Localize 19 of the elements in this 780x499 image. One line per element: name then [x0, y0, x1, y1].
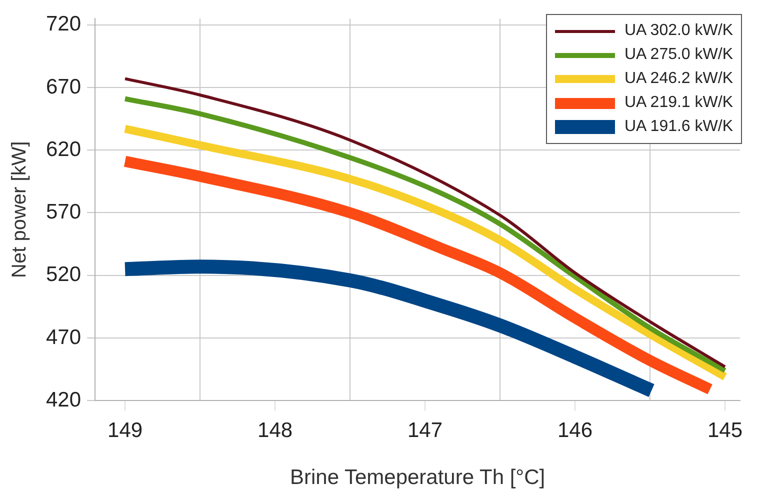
y-tick-label: 670 — [46, 75, 82, 98]
legend-label: UA 275.0 kW/K — [624, 46, 733, 64]
x-tick-label: 147 — [407, 418, 443, 442]
y-tick-label: 420 — [46, 388, 82, 412]
x-tick-label: 146 — [557, 418, 593, 442]
y-tick-label: 720 — [46, 12, 82, 36]
y-tick-label: 570 — [46, 200, 82, 224]
x-tick-label: 145 — [707, 418, 743, 442]
y-tick-label: 520 — [46, 263, 82, 286]
x-tick-label: 149 — [108, 418, 143, 442]
legend-label: UA 246.2 kW/K — [624, 70, 733, 88]
legend-label: UA 219.1 kW/K — [624, 94, 733, 112]
y-tick-label: 620 — [46, 138, 82, 161]
y-tick-label: 470 — [46, 326, 82, 349]
x-tick-label: 148 — [258, 418, 293, 442]
legend-label: UA 191.6 kW/K — [624, 118, 733, 136]
x-axis-title: Brine Temeperature Th [°C] — [290, 466, 546, 490]
y-axis-title: Net power [kW] — [8, 141, 31, 278]
legend-label: UA 302.0 kW/K — [624, 22, 733, 40]
